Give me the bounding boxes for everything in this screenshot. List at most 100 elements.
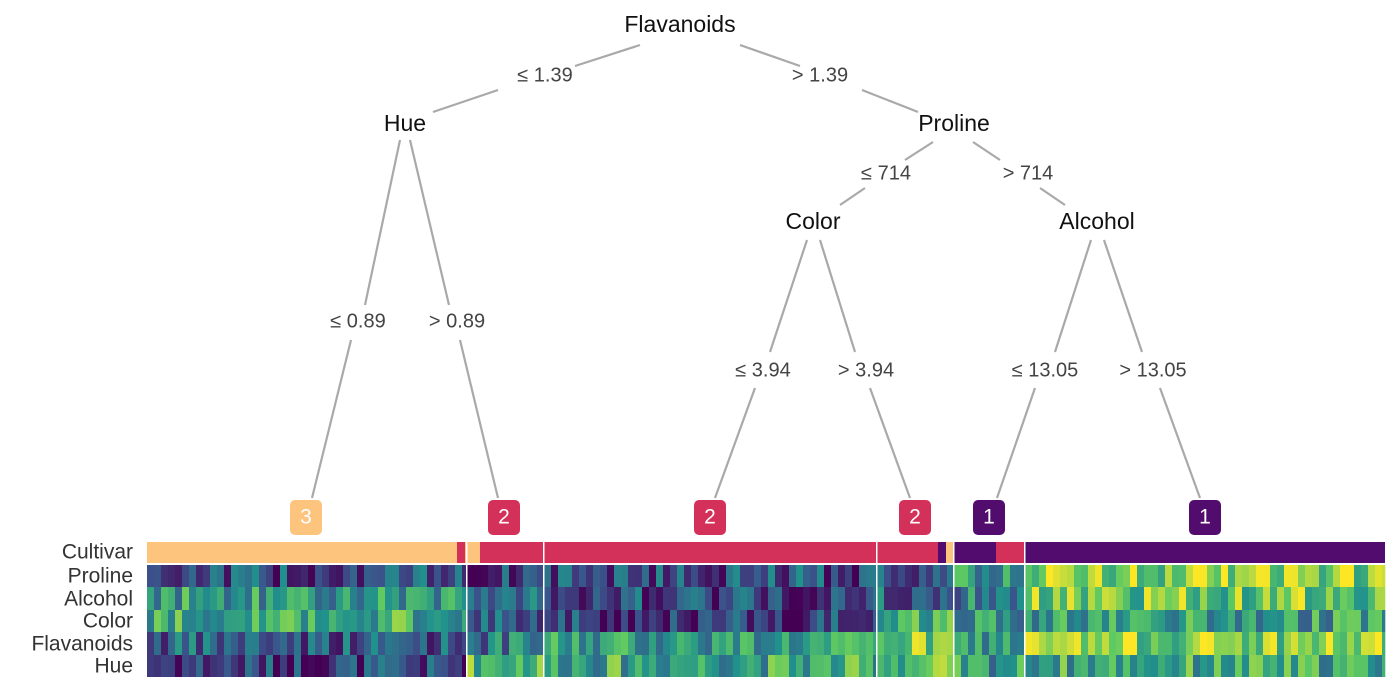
heatmap-cell bbox=[175, 632, 183, 655]
heatmap-cell bbox=[1263, 632, 1271, 655]
heatmap-cell bbox=[677, 632, 685, 655]
heatmap-cell bbox=[614, 632, 622, 655]
heatmap-cell bbox=[544, 610, 552, 632]
heatmap-cell bbox=[301, 565, 309, 587]
heatmap-cell bbox=[989, 565, 997, 587]
heatmap-cell bbox=[266, 587, 274, 610]
heatmap-cell bbox=[996, 632, 1004, 655]
heatmap-cell bbox=[1165, 655, 1173, 677]
group-separator bbox=[876, 542, 878, 677]
heatmap-cell bbox=[782, 655, 790, 677]
heatmap-cell bbox=[544, 565, 552, 587]
heatmap-cell bbox=[1235, 655, 1243, 677]
heatmap-cell bbox=[1235, 610, 1243, 632]
edge-label-color-right: > 3.94 bbox=[838, 359, 894, 381]
heatmap-cell bbox=[1165, 610, 1173, 632]
heatmap-cell bbox=[705, 632, 713, 655]
heatmap-cell bbox=[350, 632, 358, 655]
heatmap-cell bbox=[961, 587, 969, 610]
heatmap-cell bbox=[147, 565, 155, 587]
heatmap-cell bbox=[1144, 587, 1152, 610]
heatmap-cell bbox=[1333, 655, 1341, 677]
heatmap-cell bbox=[259, 632, 267, 655]
heatmap-cell bbox=[189, 655, 197, 677]
heatmap-cell bbox=[462, 587, 467, 610]
heatmap-cell bbox=[877, 632, 885, 655]
heatmap-cell bbox=[891, 565, 899, 587]
heatmap-cell bbox=[1291, 655, 1299, 677]
heatmap-cell bbox=[392, 655, 400, 677]
heatmap-cell bbox=[593, 610, 601, 632]
heatmap-cell bbox=[810, 587, 818, 610]
heatmap-cell bbox=[1256, 632, 1264, 655]
heatmap-cell bbox=[933, 610, 941, 632]
heatmap-cell bbox=[1228, 632, 1236, 655]
heatmap-cell bbox=[467, 655, 475, 677]
edge-hue-right-a bbox=[408, 139, 451, 306]
node-alcohol-label: Alcohol bbox=[1059, 208, 1134, 234]
heatmap-cell bbox=[1010, 610, 1018, 632]
heatmap-cell bbox=[350, 610, 358, 632]
heatmap-cell bbox=[1137, 610, 1145, 632]
heatmap-cell bbox=[877, 655, 885, 677]
heatmap-cell bbox=[796, 587, 804, 610]
heatmap-cell bbox=[371, 610, 379, 632]
heatmap-cell bbox=[817, 587, 825, 610]
heatmap-cell bbox=[371, 587, 379, 610]
heatmap-cell bbox=[912, 587, 920, 610]
heatmap-cell bbox=[1158, 565, 1166, 587]
heatmap-cell bbox=[474, 632, 482, 655]
heatmap-cell bbox=[189, 610, 197, 632]
heatmap-cell bbox=[1081, 587, 1089, 610]
heatmap-cell bbox=[754, 655, 762, 677]
heatmap-cell bbox=[1382, 587, 1386, 610]
heatmap-cell bbox=[898, 655, 906, 677]
heatmap-cell bbox=[838, 565, 846, 587]
heatmap-cell bbox=[796, 565, 804, 587]
heatmap-cell bbox=[537, 587, 544, 610]
heatmap-cell bbox=[926, 610, 934, 632]
heatmap-cell bbox=[1053, 587, 1061, 610]
heatmap-cell bbox=[1319, 632, 1327, 655]
heatmap-cell bbox=[1347, 565, 1355, 587]
heatmap-cell bbox=[982, 632, 990, 655]
heatmap-cell bbox=[712, 565, 720, 587]
heatmap-cell bbox=[224, 655, 232, 677]
heatmap-cell bbox=[175, 565, 183, 587]
heatmap-cell bbox=[817, 632, 825, 655]
heatmap-cell bbox=[600, 632, 608, 655]
heatmap bbox=[147, 542, 1386, 677]
heatmap-cell bbox=[572, 632, 580, 655]
heatmap-cell bbox=[537, 632, 544, 655]
heatmap-cell bbox=[1123, 565, 1131, 587]
heatmap-cell bbox=[1221, 565, 1229, 587]
leaf-label: 2 bbox=[909, 506, 921, 529]
heatmap-cell bbox=[1067, 655, 1075, 677]
leaf-4: 1 bbox=[973, 500, 1005, 535]
heatmap-cell bbox=[1088, 587, 1096, 610]
edge-label-root-left: ≤ 1.39 bbox=[517, 64, 572, 86]
heatmap-cell bbox=[329, 632, 337, 655]
heatmap-cell bbox=[203, 587, 211, 610]
heatmap-cell bbox=[1130, 565, 1138, 587]
heatmap-cell bbox=[1228, 587, 1236, 610]
heatmap-cell bbox=[1081, 565, 1089, 587]
heatmap-cell bbox=[1242, 587, 1250, 610]
heatmap-cell bbox=[252, 655, 260, 677]
heatmap-cell bbox=[357, 632, 365, 655]
heatmap-cell bbox=[530, 587, 538, 610]
heatmap-cell bbox=[537, 610, 544, 632]
heatmap-cell bbox=[434, 632, 442, 655]
heatmap-cell bbox=[947, 632, 954, 655]
heatmap-cell bbox=[224, 565, 232, 587]
heatmap-cell bbox=[238, 632, 246, 655]
heatmap-cell bbox=[399, 565, 407, 587]
leaf-label: 2 bbox=[498, 506, 510, 529]
heatmap-cell bbox=[1193, 632, 1201, 655]
heatmap-cell bbox=[940, 632, 948, 655]
heatmap-cell bbox=[1010, 565, 1018, 587]
heatmap-cell bbox=[357, 565, 365, 587]
heatmap-cell bbox=[544, 632, 552, 655]
heatmap-cell bbox=[1137, 587, 1145, 610]
edge-label-proline-left: ≤ 714 bbox=[861, 162, 911, 184]
